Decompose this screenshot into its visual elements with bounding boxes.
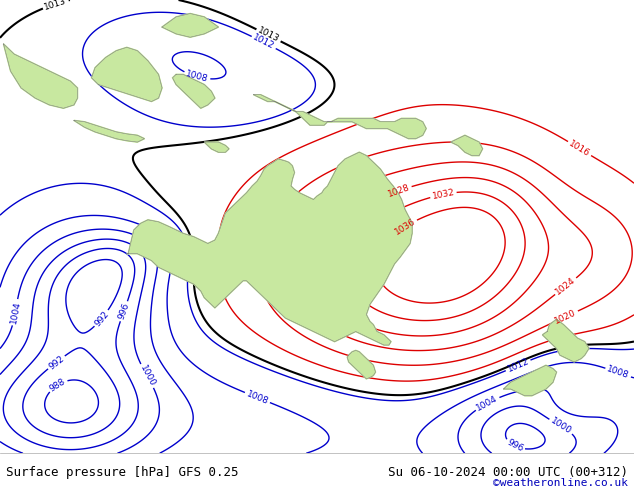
Text: 1008: 1008 [184,69,209,84]
Text: 1032: 1032 [431,188,455,201]
Polygon shape [254,95,426,139]
Text: Surface pressure [hPa] GFS 0.25: Surface pressure [hPa] GFS 0.25 [6,466,239,479]
Polygon shape [4,44,77,108]
Text: ©weatheronline.co.uk: ©weatheronline.co.uk [493,478,628,488]
Text: 1000: 1000 [549,416,573,436]
Polygon shape [451,135,482,156]
Polygon shape [172,74,215,108]
Polygon shape [503,366,557,396]
Polygon shape [503,366,557,396]
Text: 1012: 1012 [252,33,276,51]
Polygon shape [162,14,218,37]
Polygon shape [91,48,162,101]
Polygon shape [127,152,412,345]
Text: 1013: 1013 [43,0,68,12]
Polygon shape [204,142,229,152]
Text: 992: 992 [93,309,111,328]
Text: 1004: 1004 [9,300,22,324]
Text: 1012: 1012 [506,357,531,374]
Text: 1020: 1020 [553,308,578,325]
Text: 1024: 1024 [554,276,578,297]
Polygon shape [74,121,145,142]
Text: Su 06-10-2024 00:00 UTC (00+312): Su 06-10-2024 00:00 UTC (00+312) [387,466,628,479]
Text: 996: 996 [505,438,524,454]
Text: 1028: 1028 [387,183,411,199]
Polygon shape [543,319,589,362]
Polygon shape [91,48,162,101]
Polygon shape [162,14,218,37]
Text: 1013: 1013 [256,26,281,45]
Polygon shape [254,95,426,139]
Polygon shape [451,135,482,156]
Text: 1036: 1036 [393,217,417,237]
Text: 996: 996 [117,302,131,321]
Text: 1008: 1008 [605,365,630,381]
Text: 1008: 1008 [245,389,269,406]
Text: 1004: 1004 [475,394,500,413]
Polygon shape [347,350,375,379]
Polygon shape [543,319,589,362]
Text: 988: 988 [48,377,67,393]
Polygon shape [4,44,77,108]
Polygon shape [347,350,375,379]
Polygon shape [74,121,145,142]
Polygon shape [204,142,229,152]
Text: 992: 992 [47,353,66,371]
Text: 1016: 1016 [567,139,592,158]
Polygon shape [172,74,215,108]
Text: 1000: 1000 [138,364,157,388]
Polygon shape [127,152,412,345]
